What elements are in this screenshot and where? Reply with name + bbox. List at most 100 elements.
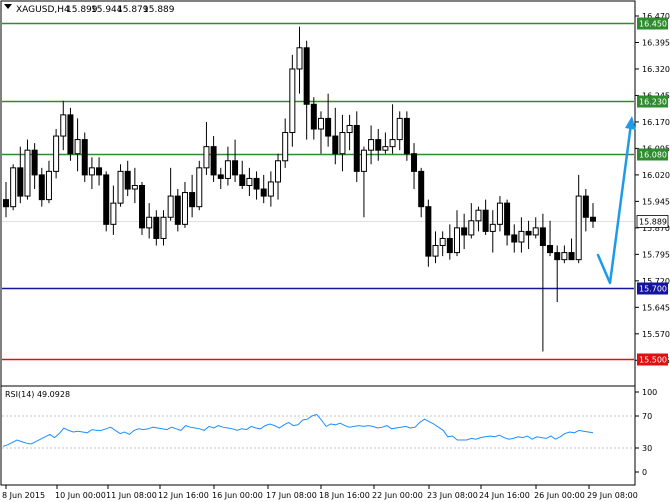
candle-body xyxy=(31,149,38,176)
candle-body xyxy=(446,237,453,254)
candle-body xyxy=(160,216,167,239)
candle-body xyxy=(496,202,503,225)
level-label: 16.230 xyxy=(639,98,667,107)
rsi-label: RSI(14) 49.0928 xyxy=(5,390,70,399)
candle-body xyxy=(360,149,367,172)
candle-body xyxy=(453,227,460,254)
candle-body xyxy=(110,202,117,225)
price-tick-label: 16.320 xyxy=(642,65,670,74)
rsi-tick-label: 30 xyxy=(642,444,652,453)
candle-body xyxy=(181,192,188,225)
arrow-head xyxy=(625,116,636,130)
time-tick-label: 18 Jun 16:00 xyxy=(319,491,370,500)
time-tick-label: 17 Jun 08:00 xyxy=(266,491,317,500)
candle-body xyxy=(568,252,575,261)
candle-body xyxy=(554,252,561,261)
candle-body xyxy=(60,114,67,137)
candle-body xyxy=(539,227,546,247)
candle-body xyxy=(432,245,439,257)
time-tick-label: 22 Jun 00:00 xyxy=(372,491,423,500)
candle-body xyxy=(303,47,310,105)
level-label-box xyxy=(637,95,668,108)
candle-body xyxy=(353,124,360,172)
candle-body xyxy=(45,170,52,201)
candle-body xyxy=(396,117,403,141)
candle-body xyxy=(189,192,196,208)
candle-body xyxy=(67,114,74,155)
candle-body xyxy=(317,117,324,130)
candle-body xyxy=(332,135,339,155)
time-tick-label: 29 Jun 08:00 xyxy=(587,491,638,500)
candle-body xyxy=(518,230,525,243)
candle-body xyxy=(468,220,475,236)
time-tick-label: 11 Jun 08:00 xyxy=(106,491,157,500)
level-label-box xyxy=(637,282,668,295)
candle-body xyxy=(224,160,231,179)
time-tick-label: 26 Jun 00:00 xyxy=(534,491,585,500)
candle-body xyxy=(117,170,124,204)
candle-body xyxy=(96,167,103,176)
candle-body xyxy=(561,252,568,261)
arrow-path xyxy=(596,122,633,285)
candle-body xyxy=(504,202,511,236)
rsi-tick-label: 70 xyxy=(642,412,652,421)
candle-body xyxy=(139,184,146,229)
candle-body xyxy=(38,174,45,201)
price-tick-label: 16.020 xyxy=(642,171,670,180)
candle-body xyxy=(17,167,24,197)
ohlc-high: 15.944 xyxy=(91,5,123,15)
price-panel-frame xyxy=(0,0,636,387)
rsi-line xyxy=(2,413,594,447)
candle-body xyxy=(232,160,239,176)
current-price-label: 15.889 xyxy=(639,218,667,227)
candle-body xyxy=(81,139,88,176)
price-axis: 16.47016.39516.32016.24516.17016.09516.0… xyxy=(635,12,670,365)
candle-body xyxy=(196,167,203,208)
candle-body xyxy=(346,124,353,134)
collapse-arrow-icon[interactable] xyxy=(4,4,12,9)
candle-body xyxy=(246,177,253,186)
candle-body xyxy=(475,209,482,222)
time-axis: 8 Jun 2015 10 Jun 00:00 11 Jun 08:00 12 Jun… xyxy=(2,485,638,500)
price-tick-label: 16.395 xyxy=(642,38,670,47)
candles xyxy=(3,26,596,352)
candle-body xyxy=(403,117,410,155)
time-tick-label: 8 Jun 2015 xyxy=(2,491,45,500)
ohlc-open: 15.899 xyxy=(66,5,98,15)
candle-body xyxy=(275,160,282,183)
level-label-box xyxy=(637,148,668,161)
candle-body xyxy=(339,132,346,155)
candle-body xyxy=(74,139,81,155)
candle-body xyxy=(253,177,260,190)
candle-body xyxy=(239,174,246,186)
candle-body xyxy=(418,170,425,208)
candle-body xyxy=(124,170,131,190)
ohlc-close: 15.889 xyxy=(143,5,175,15)
candle-body xyxy=(389,139,396,148)
candle-body xyxy=(10,167,17,208)
level-label: 16.450 xyxy=(639,20,667,29)
candle-body xyxy=(103,174,110,225)
price-tick-label: 15.870 xyxy=(642,224,670,233)
candle-body xyxy=(439,237,446,247)
price-tick-label: 15.570 xyxy=(642,330,670,339)
candle-body xyxy=(153,216,160,239)
candle-body xyxy=(296,47,303,70)
candle-body xyxy=(489,223,496,232)
candle-body xyxy=(167,195,174,218)
rsi-panel-frame xyxy=(0,385,636,486)
candle-body xyxy=(24,149,31,197)
time-tick-label: 24 Jun 16:00 xyxy=(479,491,530,500)
level-lines: 16.450 16.230 16.080 15.700 15.500 15.889 xyxy=(2,17,669,366)
candle-body xyxy=(146,216,153,229)
annotation-arrow xyxy=(596,116,636,285)
candle-body xyxy=(511,234,518,243)
price-tick-label: 15.795 xyxy=(642,250,670,259)
candle-body xyxy=(375,139,382,151)
rsi-tick-label: 100 xyxy=(642,388,657,397)
level-label-box xyxy=(637,353,668,366)
candle-body xyxy=(532,227,539,236)
candle-body xyxy=(382,146,389,151)
candle-body xyxy=(590,216,596,222)
